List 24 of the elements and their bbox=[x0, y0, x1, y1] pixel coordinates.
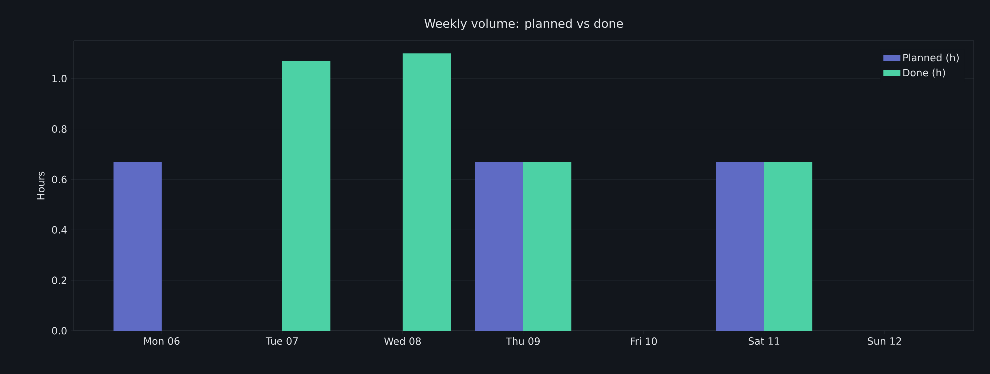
bar bbox=[402, 54, 452, 331]
x-tick-label: Sun 12 bbox=[868, 338, 902, 346]
bar bbox=[282, 61, 331, 331]
bar bbox=[523, 162, 572, 331]
x-tick-label: Mon 06 bbox=[144, 338, 180, 346]
x-tick-label: Fri 10 bbox=[631, 338, 658, 346]
x-tick-label: Wed 08 bbox=[384, 338, 422, 346]
y-tick-label: 1.0 bbox=[52, 75, 67, 83]
y-tick-label: 0.8 bbox=[52, 125, 67, 134]
legend-label: Done (h) bbox=[904, 68, 946, 78]
bar bbox=[716, 162, 764, 331]
y-tick-label: 0.2 bbox=[52, 276, 66, 284]
x-tick-label: Tue 07 bbox=[266, 338, 298, 346]
y-tick-label: 0.4 bbox=[52, 226, 67, 234]
bar bbox=[475, 162, 524, 331]
legend-label: Planned (h) bbox=[904, 54, 959, 63]
y-axis-title: Hours bbox=[37, 172, 45, 200]
x-tick-label: Thu 09 bbox=[506, 338, 540, 346]
x-tick-label: Sat 11 bbox=[748, 338, 780, 346]
y-tick-label: 0.6 bbox=[52, 176, 67, 184]
chart-title: Weekly volume: planned vs done bbox=[424, 18, 624, 30]
bar bbox=[764, 162, 813, 331]
bar bbox=[114, 162, 162, 331]
y-tick-label: 0.0 bbox=[52, 327, 67, 335]
